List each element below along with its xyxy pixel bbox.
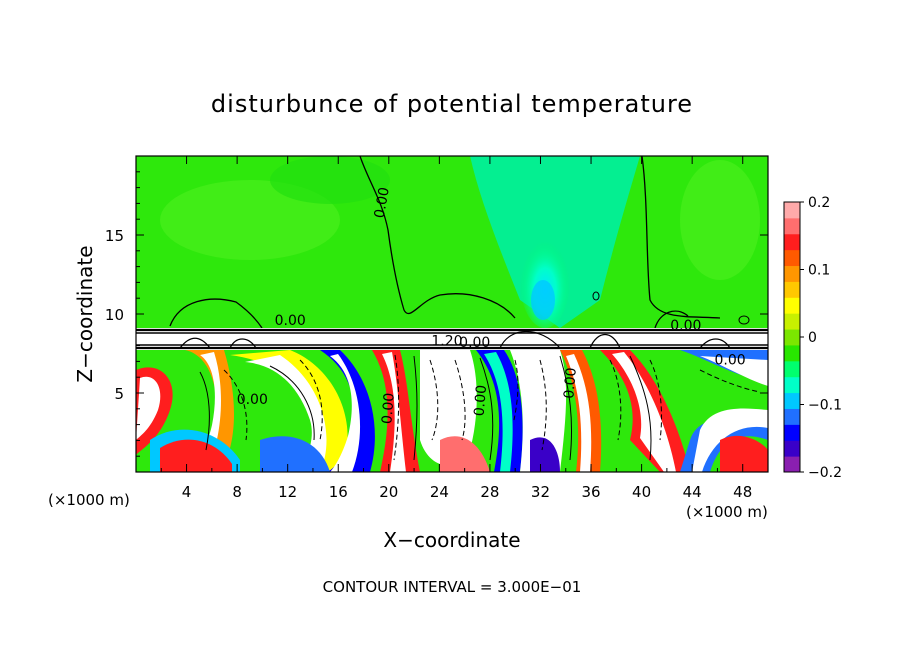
colorbar-tick-label: 0.1 xyxy=(808,263,830,279)
x-tick-label: 40 xyxy=(632,483,651,501)
lower-layer xyxy=(136,350,768,472)
x-tick-label: 12 xyxy=(278,483,297,501)
chart-title: disturbunce of potential temperature xyxy=(211,90,693,118)
x-unit-left: (×1000 m) xyxy=(48,491,130,509)
x-tick-label: 32 xyxy=(531,483,550,501)
contour-labels: 0.000.001.200.000.000.000.00 0.00 0.000.00 xyxy=(237,186,746,425)
colorbar-swatch xyxy=(784,249,800,267)
contour-label: 0.00 xyxy=(237,392,268,408)
colorbar-swatch xyxy=(784,392,800,409)
x-unit-right: (×1000 m) xyxy=(686,503,768,521)
colorbar-swatch xyxy=(784,233,800,251)
y-tick-label: 10 xyxy=(105,306,124,324)
x-tick-label: 16 xyxy=(329,483,348,501)
colorbar: 0.2 0.1 0 −0.1 −0.2 xyxy=(783,195,842,481)
contour-label: 0.00 xyxy=(372,186,393,219)
x-axis-title: X−coordinate xyxy=(383,528,520,552)
colorbar-tick-label: −0.2 xyxy=(808,465,842,481)
x-tick-label: 36 xyxy=(581,483,600,501)
colorbar-tick-label: −0.1 xyxy=(808,398,842,414)
x-axis: 4 8 12 16 20 24 28 32 36 40 44 48 xyxy=(160,156,752,501)
contour-label: 0.00 xyxy=(670,318,701,334)
colorbar-swatch xyxy=(784,424,800,441)
contour-label: 1.20 xyxy=(431,334,462,350)
plot-area: 0.000.001.200.000.000.000.00 0.00 0.000.00 xyxy=(136,156,768,472)
contour-label: 0.00 xyxy=(459,335,490,351)
contour-label: 0.00 xyxy=(275,313,306,329)
colorbar-swatch xyxy=(784,344,800,362)
y-tick-label: 15 xyxy=(105,227,124,245)
colorbar-tick-label: 0.2 xyxy=(808,195,830,211)
colorbar-swatch xyxy=(784,313,800,330)
colorbar-swatch xyxy=(784,408,800,425)
colorbar-swatch xyxy=(784,440,800,457)
colorbar-swatch xyxy=(784,217,800,235)
x-tick-label: 48 xyxy=(733,483,752,501)
y-axis: 5 10 15 xyxy=(105,171,768,457)
contour-label: 0.00 xyxy=(561,367,580,399)
x-tick-label: 20 xyxy=(379,483,398,501)
contour-label: 0.00 xyxy=(714,353,745,369)
x-tick-label: 4 xyxy=(182,483,192,501)
y-tick-label: 5 xyxy=(114,385,124,403)
tropopause-band xyxy=(136,328,768,350)
colorbar-tick-label: 0 xyxy=(808,330,817,346)
colorbar-swatch xyxy=(784,297,800,314)
x-tick-label: 44 xyxy=(683,483,702,501)
x-tick-label: 8 xyxy=(232,483,242,501)
x-tick-label: 24 xyxy=(430,483,449,501)
colorbar-swatch xyxy=(784,456,800,473)
colorbar-swatch xyxy=(784,376,800,394)
contour-label: 0.00 xyxy=(379,392,398,424)
upper-layer xyxy=(136,156,768,328)
contour-interval-note: CONTOUR INTERVAL = 3.000E−01 xyxy=(323,578,582,596)
colorbar-swatch xyxy=(784,329,800,346)
colorbar-swatch xyxy=(784,265,800,282)
colorbar-swatch xyxy=(784,360,800,378)
x-tick-label: 28 xyxy=(480,483,499,501)
contour-label: 0.00 xyxy=(472,384,491,416)
y-axis-title: Z−coordinate xyxy=(73,245,97,382)
colorbar-swatch xyxy=(784,202,800,219)
colorbar-swatch xyxy=(784,281,800,298)
